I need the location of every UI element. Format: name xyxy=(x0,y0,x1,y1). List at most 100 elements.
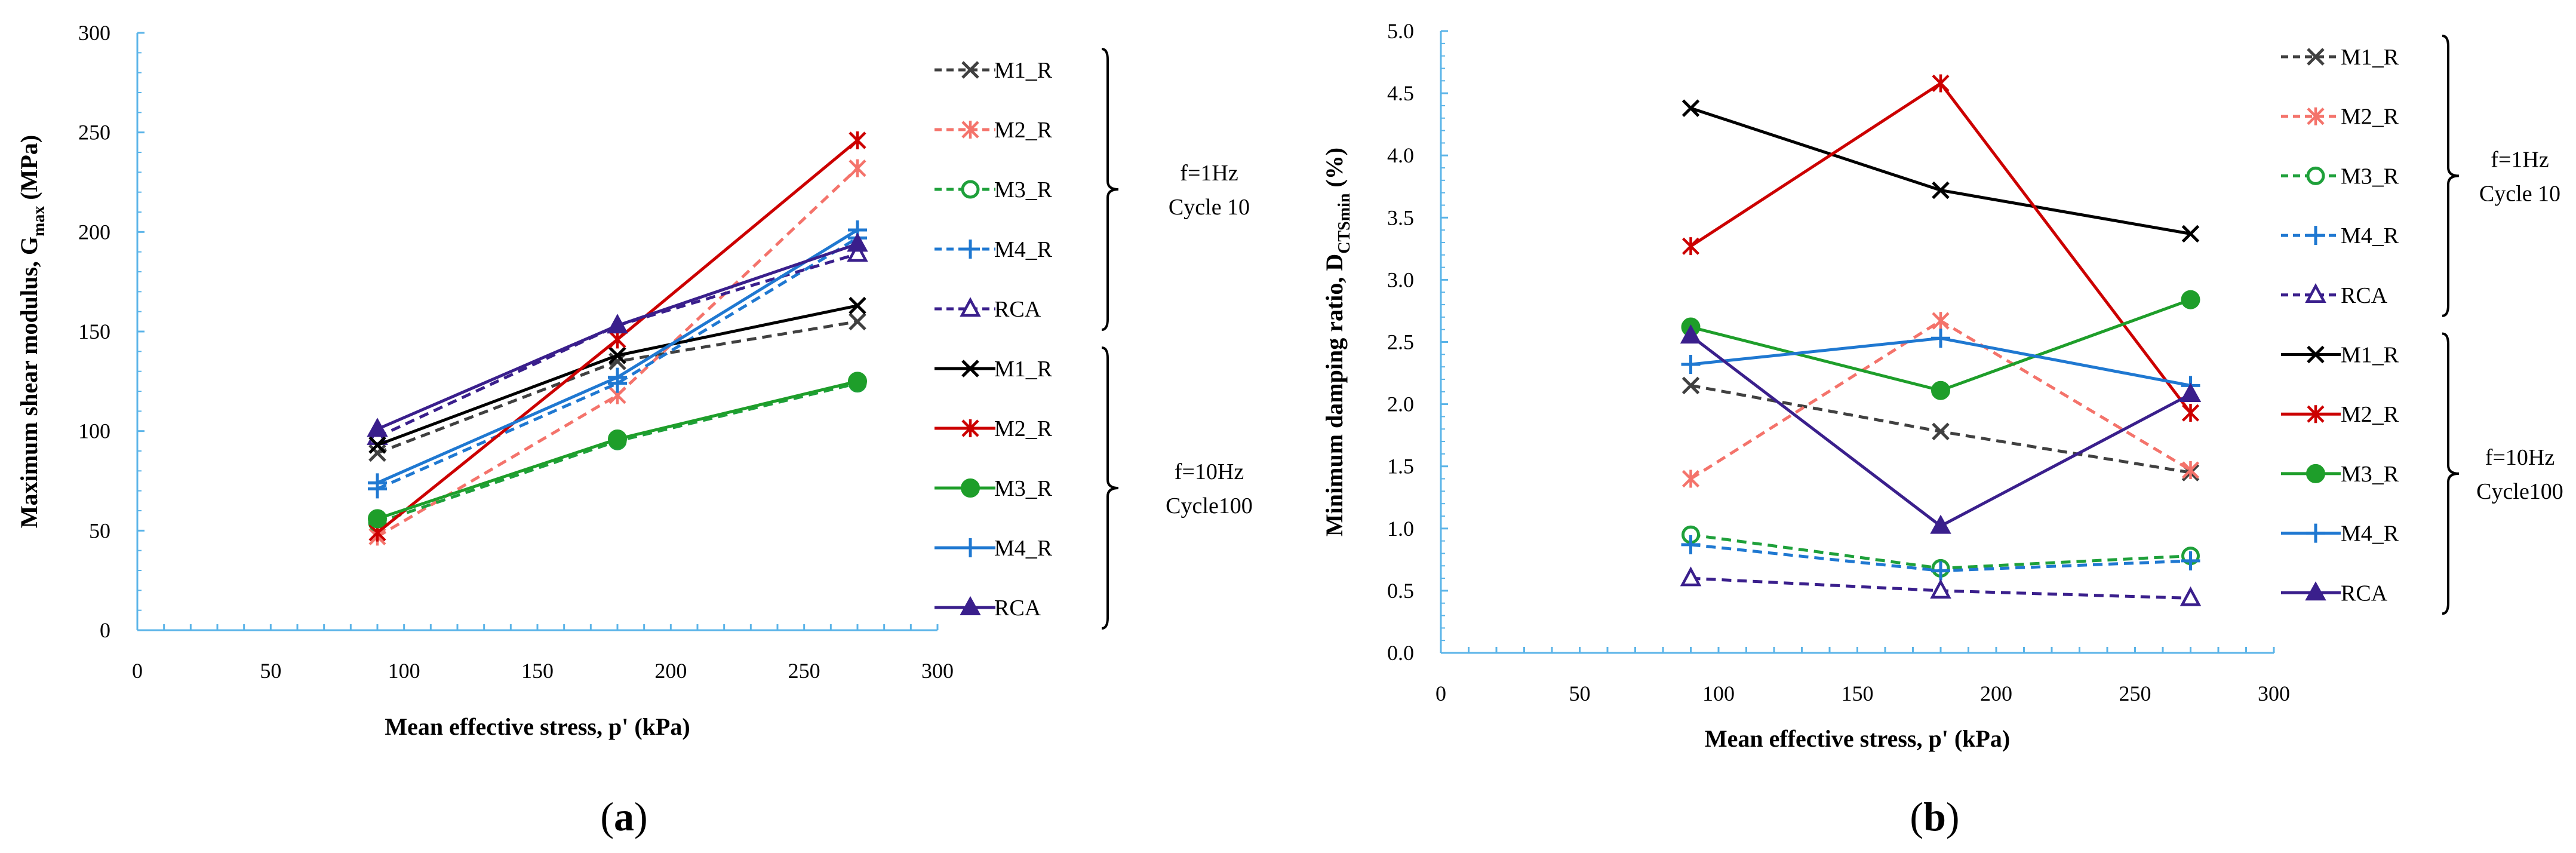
data-point-M2_R xyxy=(2181,404,2200,422)
data-point-RCA xyxy=(847,232,868,252)
legend-marker xyxy=(2307,48,2325,66)
x-tick-label: 50 xyxy=(260,659,281,683)
legend-label: RCA xyxy=(994,297,1041,322)
y-tick-label: 4.0 xyxy=(1387,143,1414,167)
data-point-RCA xyxy=(1930,579,1951,599)
x-tick-label: 50 xyxy=(1569,682,1591,705)
x-tick-label: 0 xyxy=(132,659,143,683)
data-point-M2_R xyxy=(1682,470,1700,488)
legend-label: M1_R xyxy=(2341,45,2399,70)
y-tick-label: 3.5 xyxy=(1387,205,1414,229)
data-point-M2_R xyxy=(1932,74,1950,93)
data-point-M4_R xyxy=(2181,551,2200,570)
legend-group-brace xyxy=(1101,48,1119,331)
y-tick-label: 100 xyxy=(78,419,110,443)
data-point-M4_R xyxy=(1681,354,1701,374)
data-point-M2_R xyxy=(849,131,866,149)
legend-label: M2_R xyxy=(994,416,1053,441)
legend-marker xyxy=(2306,166,2325,185)
x-axis-label: Mean effective stress, p' (kPa) xyxy=(385,713,690,740)
legend-marker xyxy=(960,297,981,317)
panel-label-open: ( xyxy=(600,794,614,839)
legend-marker xyxy=(961,419,979,437)
legend-label: M4_R xyxy=(2341,521,2399,547)
data-point-M2_R xyxy=(1932,312,1950,330)
panel-label-open: ( xyxy=(1910,794,1923,839)
legend-marker xyxy=(2307,345,2325,364)
y-tick-label: 5.0 xyxy=(1387,19,1414,43)
data-point-M1_R xyxy=(1682,99,1700,117)
panel-label: (b) xyxy=(1910,794,1959,839)
legend-label: M3_R xyxy=(2341,164,2399,189)
y-axis-label-subscript: CTSmin xyxy=(1335,193,1354,254)
legend-label: RCA xyxy=(994,596,1041,621)
data-point-RCA xyxy=(1680,324,1702,344)
data-point-M1_R xyxy=(849,296,866,315)
legend-marker xyxy=(961,61,979,79)
y-tick-label: 2.5 xyxy=(1387,330,1414,354)
y-axis-label-unit: (MPa) xyxy=(16,135,42,206)
chart-panel-a: 0 50 100 150 200 250 300 0 50 100 150 200 250 300 Mean… xyxy=(16,21,1253,839)
legend-label: RCA xyxy=(2341,581,2388,606)
y-tick-label: 2.0 xyxy=(1387,392,1414,416)
legend-label: M3_R xyxy=(994,476,1053,501)
data-point-M4_R xyxy=(368,473,387,493)
legend-group-label: f=10Hz xyxy=(2485,445,2555,470)
legend-marker xyxy=(2306,464,2325,483)
x-axis-label: Mean effective stress, p' (kPa) xyxy=(1705,725,2010,752)
legend-label: M1_R xyxy=(2341,343,2399,368)
series-line-M1_R-10hz xyxy=(1690,106,2191,235)
y-tick-label: 0.0 xyxy=(1387,641,1414,665)
legend-marker xyxy=(2306,523,2325,543)
data-point-M1_R xyxy=(2181,225,2200,243)
data-point-M3_R xyxy=(368,509,387,529)
y-axis-label-main: Minimum damping ratio, D xyxy=(1321,254,1348,536)
y-tick-label: 50 xyxy=(89,518,110,542)
data-point-M4_R xyxy=(1931,329,1950,348)
legend-label: M1_R xyxy=(994,357,1053,382)
panel-label-letter: b xyxy=(1923,794,1946,839)
legend-group-brace xyxy=(2442,35,2460,317)
x-tick-label: 150 xyxy=(521,659,554,683)
chart-panel-b: 0 50 100 150 200 250 300 0.0 0.5 1.0 1.5 2.0 2.5 3.0 3… xyxy=(1321,19,2563,839)
y-axis-label: Maximum shear modulus, Gmax (MPa) xyxy=(16,135,48,528)
legend-group-label: f=1Hz xyxy=(2491,147,2549,172)
legend-marker xyxy=(960,596,981,615)
y-tick-label: 200 xyxy=(78,220,110,244)
legend-group-label: f=1Hz xyxy=(1180,161,1238,186)
data-point-RCA xyxy=(607,314,628,333)
legend-marker xyxy=(2305,581,2326,601)
x-tick-label: 100 xyxy=(1702,682,1735,705)
legend-marker xyxy=(2305,283,2326,303)
data-point-M4_R xyxy=(1931,561,1950,581)
legend-marker xyxy=(2307,107,2325,125)
y-axis-label-main: Maximum shear modulus, G xyxy=(16,237,42,528)
data-point-M1_R xyxy=(608,346,626,364)
data-point-M3_R xyxy=(2181,290,2200,309)
legend-group-label: Cycle 10 xyxy=(2479,181,2560,206)
legend-marker xyxy=(961,121,979,139)
data-point-M4_R xyxy=(1681,535,1701,554)
data-point-M2_R xyxy=(1682,237,1700,256)
x-tick-label: 250 xyxy=(788,659,820,683)
data-point-RCA xyxy=(1930,514,1951,534)
legend-group-brace xyxy=(2442,332,2460,615)
panel-label-close: ) xyxy=(634,794,648,839)
series-line-M2_R-1hz xyxy=(376,167,859,538)
y-axis-label-unit: (%) xyxy=(1321,148,1348,194)
legend-group-label: f=10Hz xyxy=(1175,459,1244,484)
x-tick-label: 300 xyxy=(2258,682,2290,705)
legend-label: M4_R xyxy=(994,536,1053,561)
y-tick-label: 150 xyxy=(78,320,110,343)
legend-marker xyxy=(961,240,980,259)
data-point-M1_R xyxy=(368,444,386,462)
x-tick-label: 200 xyxy=(1980,682,2012,705)
data-point-M1_R xyxy=(1932,422,1950,441)
data-point-RCA xyxy=(2180,586,2202,606)
x-tick-label: 200 xyxy=(654,659,687,683)
panel-label: (a) xyxy=(600,794,647,839)
data-point-M1_R xyxy=(1932,181,1950,200)
y-tick-label: 1.0 xyxy=(1387,517,1414,541)
x-tick-label: 0 xyxy=(1435,682,1446,705)
